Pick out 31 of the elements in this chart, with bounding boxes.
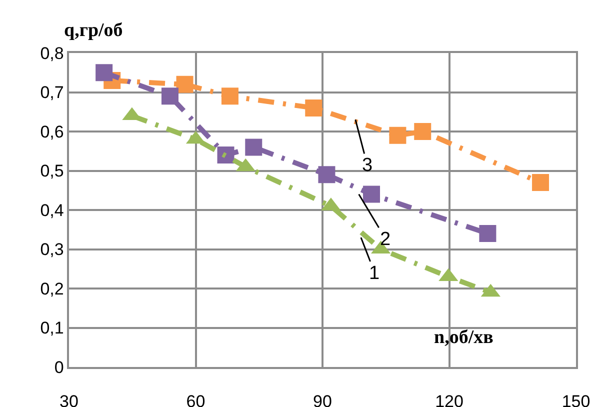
y-tick-label: 0,8: [40, 44, 64, 63]
y-tick-label: 0,7: [40, 83, 64, 102]
point: [245, 138, 262, 156]
y-axis-title: q,гр/об: [64, 20, 123, 41]
point: [96, 64, 113, 82]
x-tick-label: 120: [435, 392, 464, 407]
point: [305, 99, 322, 116]
point: [318, 166, 336, 184]
x-tick-label: 90: [313, 392, 332, 407]
point: [414, 123, 432, 140]
point: [532, 174, 550, 192]
y-tick-label: 0,3: [40, 240, 64, 260]
point: [161, 88, 178, 105]
point: [217, 146, 234, 164]
y-tick-label: 0,5: [40, 162, 64, 181]
annotation: 2: [380, 229, 391, 250]
x-axis-title: n,об/хв: [434, 327, 494, 348]
y-tick-label: 0,6: [40, 122, 64, 142]
point: [221, 88, 238, 105]
point: [176, 76, 194, 93]
y-tick-label: 0,2: [40, 279, 64, 298]
x-tick-label: 60: [186, 392, 206, 407]
y-tick-label: 0: [54, 358, 64, 377]
x-tick-label: 150: [562, 392, 590, 407]
point: [389, 126, 406, 144]
y-tick-label: 0,1: [40, 318, 64, 338]
annotation: 1: [369, 263, 380, 284]
x-tick-label: 30: [60, 392, 78, 407]
point: [363, 186, 380, 203]
annotation: 3: [362, 155, 373, 176]
y-tick-label: 0,4: [40, 200, 64, 220]
